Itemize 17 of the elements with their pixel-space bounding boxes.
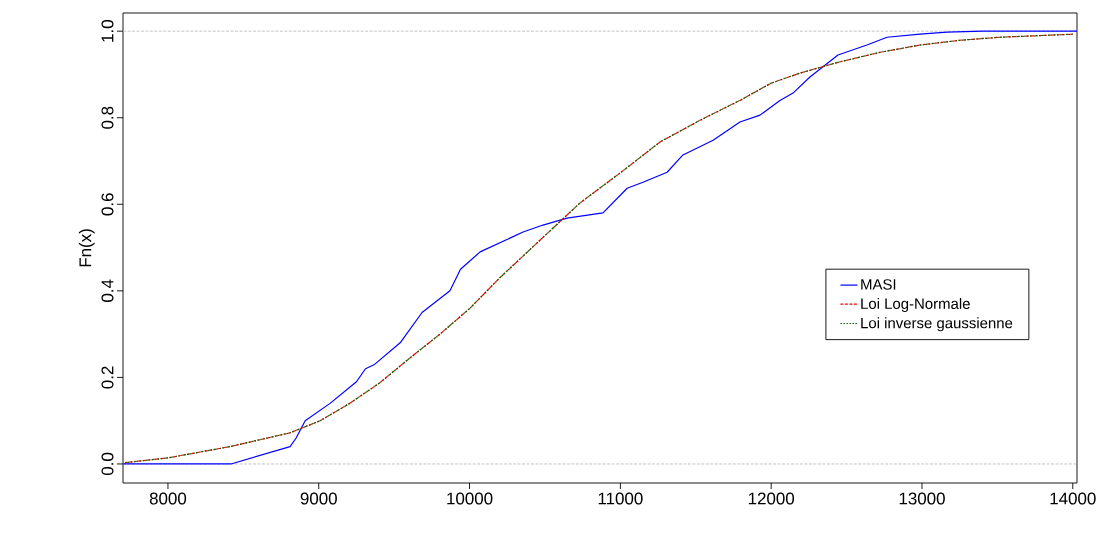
x-tick-label: 11000 — [598, 492, 643, 505]
x-tick-label: 12000 — [748, 492, 795, 505]
x-tick-label: 8000 — [149, 492, 187, 505]
x-tick-label: 13000 — [899, 492, 945, 505]
x-tick-label: 14000 — [1050, 492, 1096, 505]
x-tick-label: 9000 — [300, 492, 337, 505]
legend-label: MASI — [861, 279, 896, 290]
y-tick-label: 1.0 — [101, 20, 114, 42]
y-tick-label: 0.4 — [101, 279, 114, 302]
y-tick-label: 0.6 — [101, 193, 114, 216]
y-tick-label: 0.0 — [101, 452, 114, 476]
x-tick-label: 10000 — [447, 492, 493, 505]
legend-label: Loi Log-Normale — [861, 298, 970, 312]
y-tick-label: 0.8 — [101, 106, 114, 129]
y-axis-title: Fn(x) — [78, 229, 95, 267]
y-tick-label: 0.2 — [101, 366, 114, 389]
legend-label: Loi inverse gaussienne — [861, 317, 1013, 332]
